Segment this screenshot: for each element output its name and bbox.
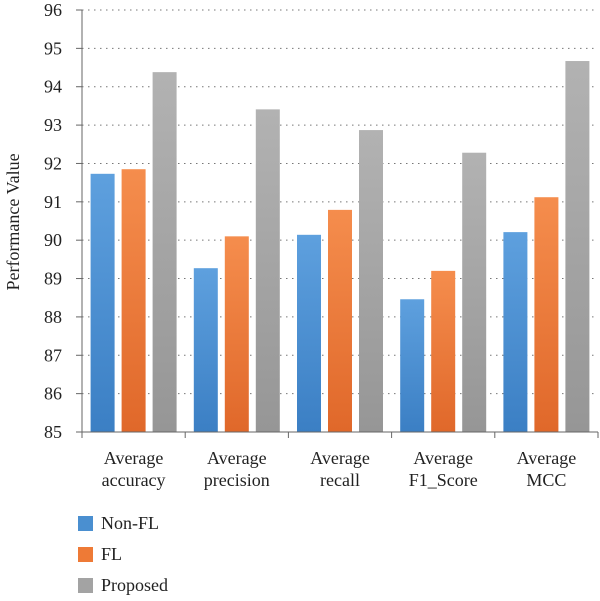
bar-chart: 85 86 87 88 89 90 91 92 93 94 95 96 Average accuracy… — [3, 0, 599, 490]
x-category-label: Average recall — [310, 448, 370, 490]
bar-non-fl — [297, 234, 321, 432]
y-tick-label: 90 — [44, 230, 62, 250]
x-category-label: Average accuracy — [102, 448, 166, 490]
y-tick-label: 87 — [44, 345, 62, 365]
y-tick-label: 89 — [44, 269, 62, 289]
bar-fl — [534, 197, 559, 432]
y-tick-label: 86 — [44, 384, 62, 404]
bar-proposed — [359, 130, 383, 432]
legend-label-non-fl: Non-FL — [101, 513, 159, 533]
bar-proposed — [255, 109, 280, 432]
legend-swatch-fl — [78, 547, 93, 562]
legend-label-fl: FL — [101, 544, 123, 564]
bar-fl — [431, 270, 456, 432]
bar-fl — [224, 236, 249, 432]
legend-item-fl: FL — [78, 539, 168, 570]
legend-label-proposed: Proposed — [101, 575, 168, 595]
x-category-label: Average MCC — [517, 448, 577, 490]
legend: Non-FL FL Proposed — [78, 508, 168, 601]
y-tick-label: 93 — [44, 115, 62, 135]
x-category-labels: Average accuracy Average precision Average re… — [102, 448, 577, 490]
legend-item-non-fl: Non-FL — [78, 508, 168, 539]
bar-proposed — [565, 61, 590, 433]
y-tick-label: 94 — [44, 77, 62, 97]
y-tick-label: 85 — [44, 422, 62, 442]
x-category-label: Average precision — [204, 448, 270, 490]
y-tick-label: 96 — [44, 0, 62, 20]
bar-non-fl — [503, 232, 528, 432]
axes — [76, 9, 599, 438]
bar-non-fl — [400, 299, 425, 432]
y-tick-labels: 85 86 87 88 89 90 91 92 93 94 95 96 — [44, 0, 62, 442]
y-tick-label: 95 — [44, 38, 62, 58]
bars — [90, 61, 590, 433]
bar-proposed — [462, 152, 487, 433]
bar-proposed — [152, 72, 177, 432]
y-axis-label: Performance Value — [3, 153, 23, 290]
bar-fl — [328, 209, 352, 432]
legend-item-proposed: Proposed — [78, 570, 168, 601]
y-tick-label: 92 — [44, 153, 62, 173]
bar-fl — [121, 169, 146, 432]
y-tick-label: 91 — [44, 192, 62, 212]
x-category-label: Average F1_Score — [409, 448, 478, 490]
bar-non-fl — [193, 268, 218, 432]
legend-swatch-non-fl — [78, 516, 93, 531]
y-tick-label: 88 — [44, 307, 62, 327]
bar-non-fl — [90, 173, 115, 432]
legend-swatch-proposed — [78, 578, 93, 593]
